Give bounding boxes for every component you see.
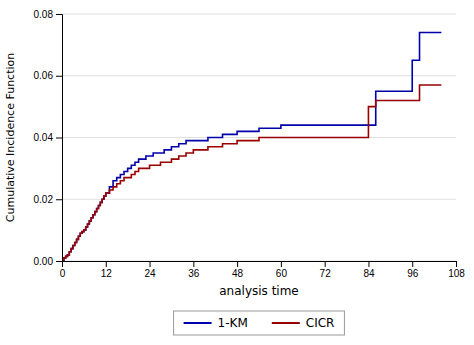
tick-mark — [368, 261, 369, 267]
tick-label: 48 — [232, 268, 244, 279]
tick-mark — [56, 14, 62, 15]
grid-line — [62, 14, 456, 15]
tick-label: 0 — [60, 268, 66, 279]
tick: 0.08 — [34, 9, 62, 20]
tick: 60 — [276, 261, 288, 279]
tick-label: 96 — [407, 268, 419, 279]
tick-label: 60 — [276, 268, 288, 279]
tick: 72 — [320, 261, 332, 279]
x-axis-title: analysis time — [219, 284, 299, 298]
tick-mark — [456, 261, 457, 267]
grid-line — [62, 199, 456, 200]
series-line — [62, 33, 441, 261]
tick-mark — [325, 261, 326, 267]
tick-label: 0.00 — [34, 256, 54, 267]
tick: 96 — [407, 261, 419, 279]
tick: 84 — [363, 261, 375, 279]
tick-label: 72 — [320, 268, 332, 279]
y-axis-title: Cumulative Incidence Function — [4, 53, 17, 222]
tick: 0.06 — [34, 70, 62, 81]
tick-mark — [56, 261, 62, 262]
x-axis: 0 12 24 36 48 60 72 84 96 108 — [60, 261, 466, 279]
legend: 1-KM CICR — [174, 311, 345, 335]
tick-mark — [56, 76, 62, 77]
tick-label: 24 — [144, 268, 156, 279]
series-line — [62, 85, 441, 261]
tick: 0.04 — [34, 132, 62, 143]
legend-item: 1-KM — [184, 316, 248, 330]
legend-label: CICR — [306, 316, 335, 330]
plot: 0 12 24 36 48 60 72 84 96 108 0.00 0.02 0.04 0.06 0.08… — [4, 9, 465, 298]
tick-label: 108 — [448, 268, 465, 279]
tick-label: 36 — [188, 268, 200, 279]
tick: 36 — [188, 261, 200, 279]
tick: 24 — [144, 261, 156, 279]
tick: 0.00 — [34, 256, 62, 267]
tick-label: 0.06 — [34, 70, 54, 81]
tick-mark — [56, 138, 62, 139]
tick-label: 0.08 — [34, 9, 54, 20]
tick-mark — [412, 261, 413, 267]
tick-mark — [193, 261, 194, 267]
legend-swatch — [272, 322, 300, 324]
tick-mark — [237, 261, 238, 267]
tick-label: 12 — [101, 268, 113, 279]
tick-label: 84 — [363, 268, 375, 279]
tick-mark — [150, 261, 151, 267]
chart: 0 12 24 36 48 60 72 84 96 108 0.00 0.02 0.04 0.06 0.08… — [0, 0, 474, 345]
tick: 12 — [101, 261, 113, 279]
axis-line — [63, 262, 457, 268]
tick-mark — [281, 261, 282, 267]
tick: 0.02 — [34, 194, 62, 205]
axis-line — [56, 15, 63, 262]
legend-swatch — [184, 322, 212, 324]
lines — [62, 33, 441, 261]
tick-mark — [106, 261, 107, 267]
tick-mark — [56, 199, 62, 200]
legend-label: 1-KM — [218, 316, 248, 330]
tick-label: 0.02 — [34, 194, 54, 205]
tick: 0 — [60, 261, 66, 279]
tick: 108 — [448, 261, 465, 279]
legend-item: CICR — [272, 316, 335, 330]
legend-box — [174, 311, 345, 335]
tick-label: 0.04 — [34, 132, 54, 143]
y-axis: 0.00 0.02 0.04 0.06 0.08 — [34, 9, 63, 267]
grid-line — [62, 75, 456, 76]
tick: 48 — [232, 261, 244, 279]
grid — [62, 14, 456, 261]
